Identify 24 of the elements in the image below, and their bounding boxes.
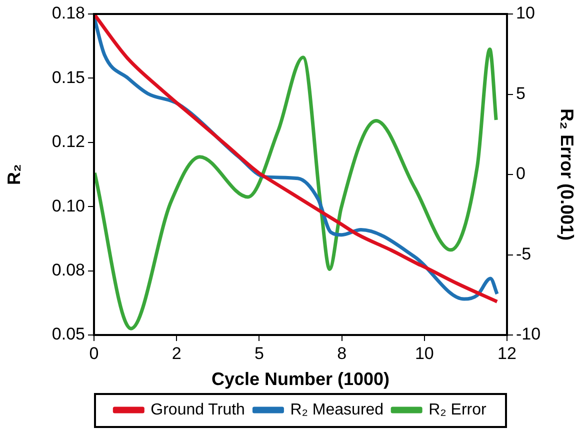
y-axis-title: R₂ [4,164,24,185]
y-tick-label: 0.12 [52,132,85,152]
x-tick-label: 8 [337,344,347,363]
y-tick-label: 0.08 [52,260,85,280]
y2-axis-title: R₂ Error (0.001) [557,108,578,241]
x-axis-title: Cycle Number (1000) [211,369,390,390]
x-tick-label: 10 [414,344,434,363]
legend-label: Ground Truth [150,401,245,418]
legend-label: R₂ Error [428,401,488,418]
y-tick-label: 0.18 [52,4,85,23]
x-tick-label: 2 [172,344,182,363]
y2-tick-label: -5 [516,244,532,264]
y-tick-label: 0.05 [52,324,85,344]
y-tick-label: 0.10 [52,196,85,216]
y2-tick-label: 0 [516,164,526,184]
y-tick-label: 0.15 [52,68,85,87]
y2-tick-label: 10 [516,4,535,23]
x-tick-label: 0 [89,344,99,363]
x-tick-label: 5 [254,344,264,363]
legend-label: R₂ Measured [290,401,384,418]
line-series [94,48,498,330]
x-tick-label: 12 [498,344,516,363]
y2-tick-label: -10 [516,324,541,344]
y2-tick-label: 5 [516,84,526,103]
